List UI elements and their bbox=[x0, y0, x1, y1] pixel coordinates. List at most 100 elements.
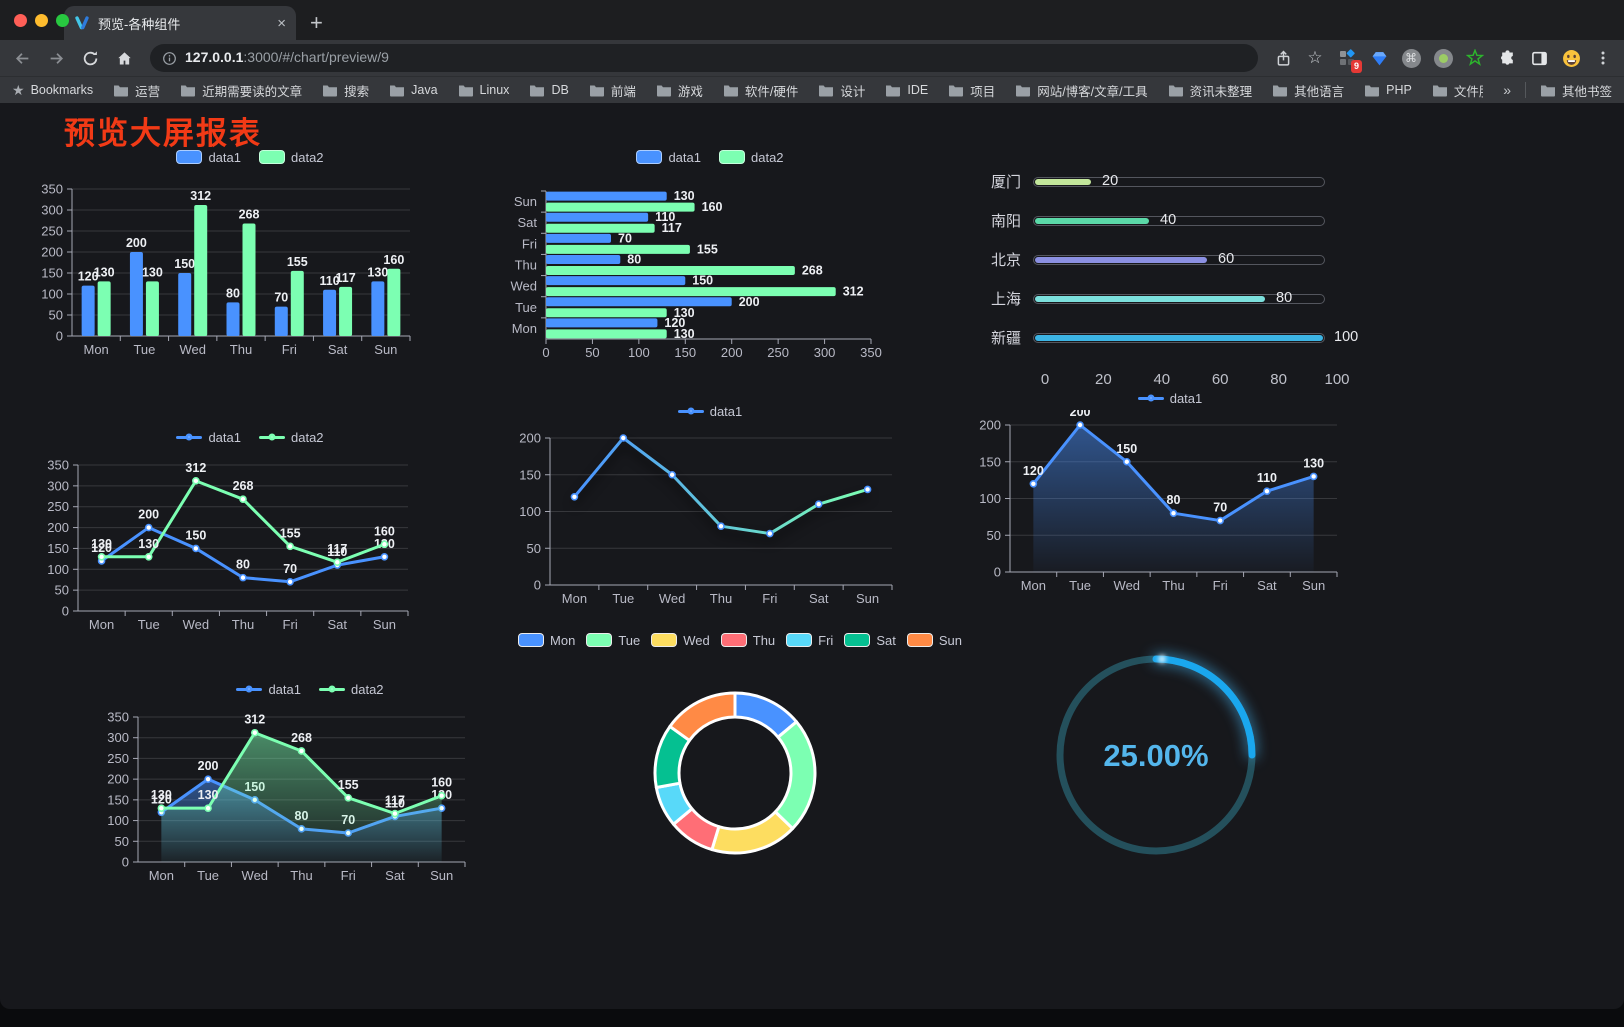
progress-row[interactable]: 厦门 20 bbox=[960, 162, 1390, 201]
bookmark-folder[interactable]: 搜索 bbox=[322, 81, 369, 100]
legend-item[interactable]: data1 bbox=[236, 682, 301, 697]
bookmark-folder[interactable]: 运营 bbox=[113, 81, 160, 100]
bookmark-folder[interactable]: Linux bbox=[458, 83, 509, 97]
legend-item[interactable]: data2 bbox=[319, 682, 384, 697]
bookmark-folder[interactable]: 设计 bbox=[818, 81, 865, 100]
chart-canvas[interactable] bbox=[540, 652, 940, 887]
minimize-window-button[interactable] bbox=[35, 14, 48, 27]
bookmark-folder[interactable]: 项目 bbox=[948, 81, 995, 100]
tab-close-icon[interactable]: × bbox=[277, 14, 286, 32]
new-tab-button[interactable]: + bbox=[310, 10, 323, 35]
progress-row[interactable]: 上海 80 bbox=[960, 279, 1390, 318]
bookmark-folder-label: 前端 bbox=[610, 84, 636, 99]
legend-item[interactable]: Fri bbox=[786, 633, 833, 648]
svg-text:150: 150 bbox=[519, 467, 541, 482]
url-bar[interactable]: 127.0.0.1:3000/#/chart/preview/9 bbox=[150, 44, 1258, 72]
svg-text:312: 312 bbox=[244, 713, 265, 727]
legend-item[interactable]: data1 bbox=[1137, 391, 1202, 406]
bookmark-folder[interactable]: IDE bbox=[885, 83, 928, 97]
svg-text:268: 268 bbox=[802, 264, 823, 278]
emoji-extension-icon[interactable] bbox=[1560, 47, 1582, 69]
bookmark-folder[interactable]: PHP bbox=[1364, 83, 1412, 97]
svg-text:0: 0 bbox=[56, 329, 63, 344]
folder-icon bbox=[113, 84, 129, 97]
chart-donut-pie[interactable]: Mon Tue Wed Thu Fri Sat Sun bbox=[518, 628, 962, 887]
bookmark-folder[interactable]: 文件服务器 bbox=[1432, 81, 1483, 100]
legend-item[interactable]: Mon bbox=[518, 633, 575, 648]
bookmark-folder[interactable]: 前端 bbox=[589, 81, 636, 100]
star-extension-icon[interactable] bbox=[1464, 47, 1486, 69]
menu-icon[interactable] bbox=[1592, 47, 1614, 69]
close-window-button[interactable] bbox=[14, 14, 27, 27]
command-extension-icon[interactable]: ⌘ bbox=[1400, 47, 1422, 69]
progress-row[interactable]: 南阳 40 bbox=[960, 201, 1390, 240]
dot-extension-icon[interactable] bbox=[1432, 47, 1454, 69]
bookmark-folder[interactable]: DB bbox=[529, 83, 569, 97]
legend-item[interactable]: Sat bbox=[844, 633, 896, 648]
bookmark-folder[interactable]: 近期需要读的文章 bbox=[180, 81, 302, 100]
bookmark-folder[interactable]: 其他语言 bbox=[1272, 81, 1344, 100]
gem-extension-icon[interactable] bbox=[1368, 47, 1390, 69]
svg-text:120: 120 bbox=[1023, 464, 1044, 478]
chart-canvas[interactable]: 0 50 100 150 200 250 300 350 Mon Tue Wed Thu Fri Sat S… bbox=[40, 449, 460, 649]
chart-line-gradient[interactable]: data1 0 50 100 150 200 Mon Tue Wed Thu Fri Sat Sun bbox=[500, 399, 920, 623]
bookmark-folder[interactable]: 游戏 bbox=[656, 81, 703, 100]
folder-icon bbox=[1540, 84, 1556, 97]
svg-text:200: 200 bbox=[47, 520, 69, 535]
progress-row[interactable]: 北京 60 bbox=[960, 240, 1390, 279]
chart-line-area-single[interactable]: data1 0 50 100 150 200 Mon Tue Wed Thu Fri Sat Sun 12… bbox=[960, 386, 1380, 610]
side-panel-icon[interactable] bbox=[1528, 47, 1550, 69]
extension-grid-icon[interactable]: 9 bbox=[1336, 47, 1362, 73]
svg-text:Wed: Wed bbox=[1114, 578, 1141, 593]
svg-text:80: 80 bbox=[226, 286, 240, 300]
gauge-value: 25.00% bbox=[1103, 738, 1208, 773]
bookmark-folder[interactable]: 软件/硬件 bbox=[723, 81, 798, 100]
share-icon[interactable] bbox=[1272, 47, 1294, 69]
other-bookmarks-folder[interactable]: 其他书签 bbox=[1540, 81, 1612, 100]
puzzle-extensions-icon[interactable] bbox=[1496, 47, 1518, 69]
legend-item[interactable]: Sun bbox=[906, 633, 962, 648]
forward-icon[interactable] bbox=[44, 46, 68, 70]
bookmark-folder[interactable]: 网站/博客/文章/工具 bbox=[1015, 81, 1148, 100]
site-info-icon[interactable] bbox=[162, 51, 177, 66]
browser-tab[interactable]: 预览-各种组件 × bbox=[64, 6, 296, 40]
legend-item[interactable]: data2 bbox=[719, 150, 784, 165]
bookmark-star-icon[interactable]: ☆ bbox=[1307, 48, 1323, 67]
legend-item[interactable]: data1 bbox=[677, 404, 742, 419]
svg-text:Wed: Wed bbox=[659, 591, 686, 606]
chart-canvas[interactable]: 0 50 100 150 200 Mon Tue Wed Thu Fri Sat Sun bbox=[500, 423, 920, 623]
chart-line-basic[interactable]: data1 data2 0 50 100 150 200 250 300 350 Mon Tue Wed… bbox=[40, 425, 460, 649]
legend-item[interactable]: data1 bbox=[176, 430, 241, 445]
chart-bar-vertical[interactable]: data1 data2 0 50 100 150 200 250 300 350 Mon Tue Wed… bbox=[40, 145, 460, 369]
bookmarks-manager[interactable]: ★ Bookmarks bbox=[12, 81, 94, 98]
legend-item[interactable]: data1 bbox=[176, 150, 241, 165]
bookmarks-overflow-chevron[interactable]: » bbox=[1503, 82, 1511, 98]
reload-icon[interactable] bbox=[78, 46, 102, 70]
chart-canvas[interactable]: 25.00% bbox=[1040, 635, 1280, 885]
chart-canvas[interactable]: 0 50 100 150 200 250 300 350 Mon Tue Wed Thu Fri Sat S… bbox=[100, 701, 520, 901]
maximize-window-button[interactable] bbox=[56, 14, 69, 27]
back-icon[interactable] bbox=[10, 46, 34, 70]
svg-text:Sat: Sat bbox=[385, 868, 405, 883]
home-icon[interactable] bbox=[112, 46, 136, 70]
bookmark-folder[interactable]: Java bbox=[389, 83, 438, 97]
chart-canvas[interactable]: 0 50 100 150 200 Mon Tue Wed Thu Fri Sat Sun 120 200 1… bbox=[960, 410, 1380, 610]
favicon bbox=[74, 15, 90, 31]
svg-text:100: 100 bbox=[41, 287, 63, 302]
chart-canvas[interactable]: 0 50 100 150 200 250 300 350 Mon Tue Wed Thu Fri Sat S… bbox=[40, 169, 460, 369]
svg-text:110: 110 bbox=[327, 545, 347, 559]
bookmark-folder[interactable]: 资讯未整理 bbox=[1168, 81, 1252, 100]
chart-gauge[interactable]: 25.00% bbox=[1040, 635, 1280, 885]
chart-line-area-double[interactable]: data1 data2 0 50 100 150 200 250 300 350 Mon Tue Wed… bbox=[100, 677, 520, 901]
legend-item[interactable]: Wed bbox=[651, 633, 710, 648]
legend-item[interactable]: data2 bbox=[259, 430, 324, 445]
legend-item[interactable]: Tue bbox=[586, 633, 640, 648]
bookmark-folder-label: 文件服务器 bbox=[1453, 84, 1483, 99]
legend-item[interactable]: Thu bbox=[720, 633, 775, 648]
legend-item[interactable]: data1 bbox=[636, 150, 701, 165]
progress-row[interactable]: 新疆 100 bbox=[960, 318, 1390, 357]
chart-bar-horizontal[interactable]: data1 data2 0 50 100 150 200 250 300 350 Sun 130 160… bbox=[500, 145, 920, 369]
chart-progress-bars[interactable]: 厦门 20 南阳 40 北京 60 上海 80 新疆 100 0 20 40 60 80 100 bbox=[960, 150, 1390, 391]
legend-item[interactable]: data2 bbox=[259, 150, 324, 165]
